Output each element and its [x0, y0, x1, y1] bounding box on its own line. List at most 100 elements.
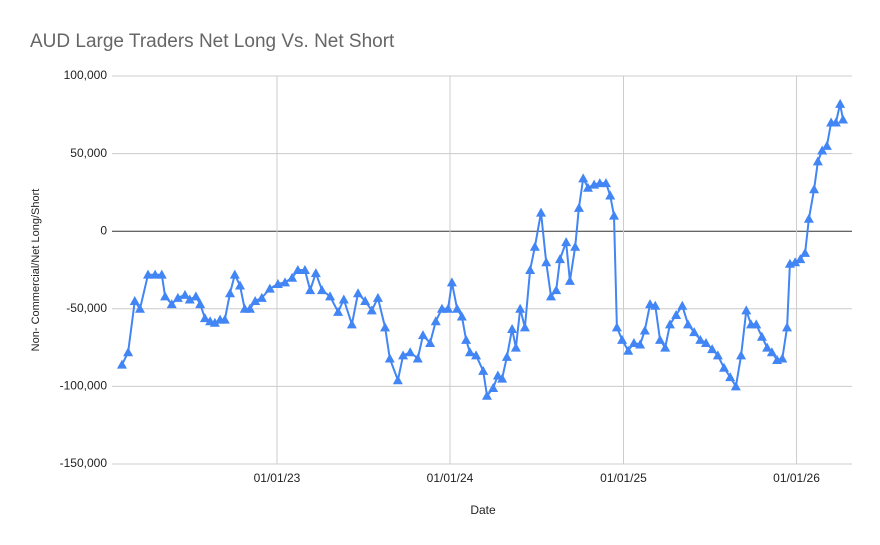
data-point — [821, 140, 832, 150]
data-point — [156, 269, 167, 279]
data-point — [134, 303, 145, 313]
data-point — [456, 311, 467, 321]
data-point — [609, 210, 620, 220]
data-point — [234, 280, 245, 290]
data-point — [172, 292, 183, 302]
data-point — [497, 373, 508, 383]
data-point — [515, 303, 526, 313]
data-point — [545, 291, 556, 301]
data-point — [639, 325, 650, 335]
data-point — [650, 300, 661, 310]
data-point — [180, 289, 191, 299]
data-point — [129, 296, 140, 306]
data-point — [611, 322, 622, 332]
x-tick-label: 01/01/25 — [600, 471, 647, 485]
data-point — [830, 117, 841, 127]
data-point — [551, 285, 562, 295]
data-point — [741, 305, 752, 315]
data-point — [837, 114, 848, 124]
data-point — [712, 350, 723, 360]
data-point — [736, 350, 747, 360]
data-point — [719, 362, 730, 372]
data-point — [507, 323, 518, 333]
data-point — [623, 345, 634, 355]
data-point — [730, 381, 741, 391]
data-point — [292, 265, 303, 274]
data-point — [628, 337, 639, 347]
data-point — [360, 296, 371, 306]
data-point — [700, 337, 711, 347]
data-point — [143, 269, 154, 279]
data-point — [541, 257, 552, 267]
data-point — [655, 334, 666, 344]
data-point — [573, 202, 584, 212]
data-point — [605, 190, 616, 200]
data-point — [809, 184, 820, 194]
data-point — [116, 359, 127, 369]
data-point — [671, 310, 682, 320]
data-point — [677, 300, 688, 310]
data-point — [664, 319, 675, 329]
data-point — [256, 292, 267, 302]
data-point — [488, 382, 499, 392]
y-tick-label: 100,000 — [64, 68, 108, 82]
data-point — [751, 319, 762, 329]
data-point — [564, 275, 575, 285]
data-point — [561, 237, 572, 247]
data-point — [425, 337, 436, 347]
data-point — [325, 291, 336, 301]
data-point — [412, 353, 423, 363]
data-point — [525, 265, 536, 274]
data-point — [398, 350, 409, 360]
data-point — [244, 303, 255, 313]
data-point — [782, 322, 793, 332]
data-point — [510, 342, 521, 352]
data-point — [817, 145, 828, 155]
data-point — [682, 319, 693, 329]
data-point — [582, 182, 593, 192]
data-point — [800, 247, 811, 257]
data-point — [795, 254, 806, 264]
data-point — [529, 241, 540, 251]
data-point — [443, 303, 454, 313]
data-point — [166, 299, 177, 309]
data-point — [195, 299, 206, 309]
data-point — [219, 314, 230, 324]
data-point — [519, 322, 530, 332]
data-point — [481, 390, 492, 400]
data-point — [471, 350, 482, 360]
data-point — [725, 372, 736, 382]
data-point — [229, 269, 240, 279]
data-point — [384, 353, 395, 363]
data-point — [570, 241, 581, 251]
data-point — [766, 347, 777, 357]
data-point — [287, 272, 298, 282]
data-point — [762, 342, 773, 352]
data-point — [366, 305, 377, 315]
data-point — [617, 334, 628, 344]
data-point — [299, 265, 310, 274]
y-tick-label: 0 — [100, 223, 107, 237]
data-point — [333, 306, 344, 316]
data-point — [790, 257, 801, 267]
data-point — [264, 283, 275, 293]
data-point — [452, 303, 463, 313]
data-point — [405, 347, 416, 357]
data-point — [280, 277, 291, 287]
data-point — [578, 173, 589, 183]
data-point — [123, 347, 134, 357]
data-point — [600, 178, 611, 188]
data-point — [554, 254, 565, 264]
y-axis-label: Non- Commercial/Net Long/Short — [30, 189, 42, 352]
data-point — [305, 285, 316, 295]
data-point — [225, 288, 236, 298]
y-tick-label: -100,000 — [60, 379, 108, 393]
data-point — [446, 277, 457, 287]
data-point — [501, 351, 512, 361]
data-point — [150, 269, 161, 279]
data-point — [430, 316, 441, 326]
data-point — [199, 313, 210, 323]
data-point — [250, 296, 261, 306]
data-point — [835, 98, 846, 108]
